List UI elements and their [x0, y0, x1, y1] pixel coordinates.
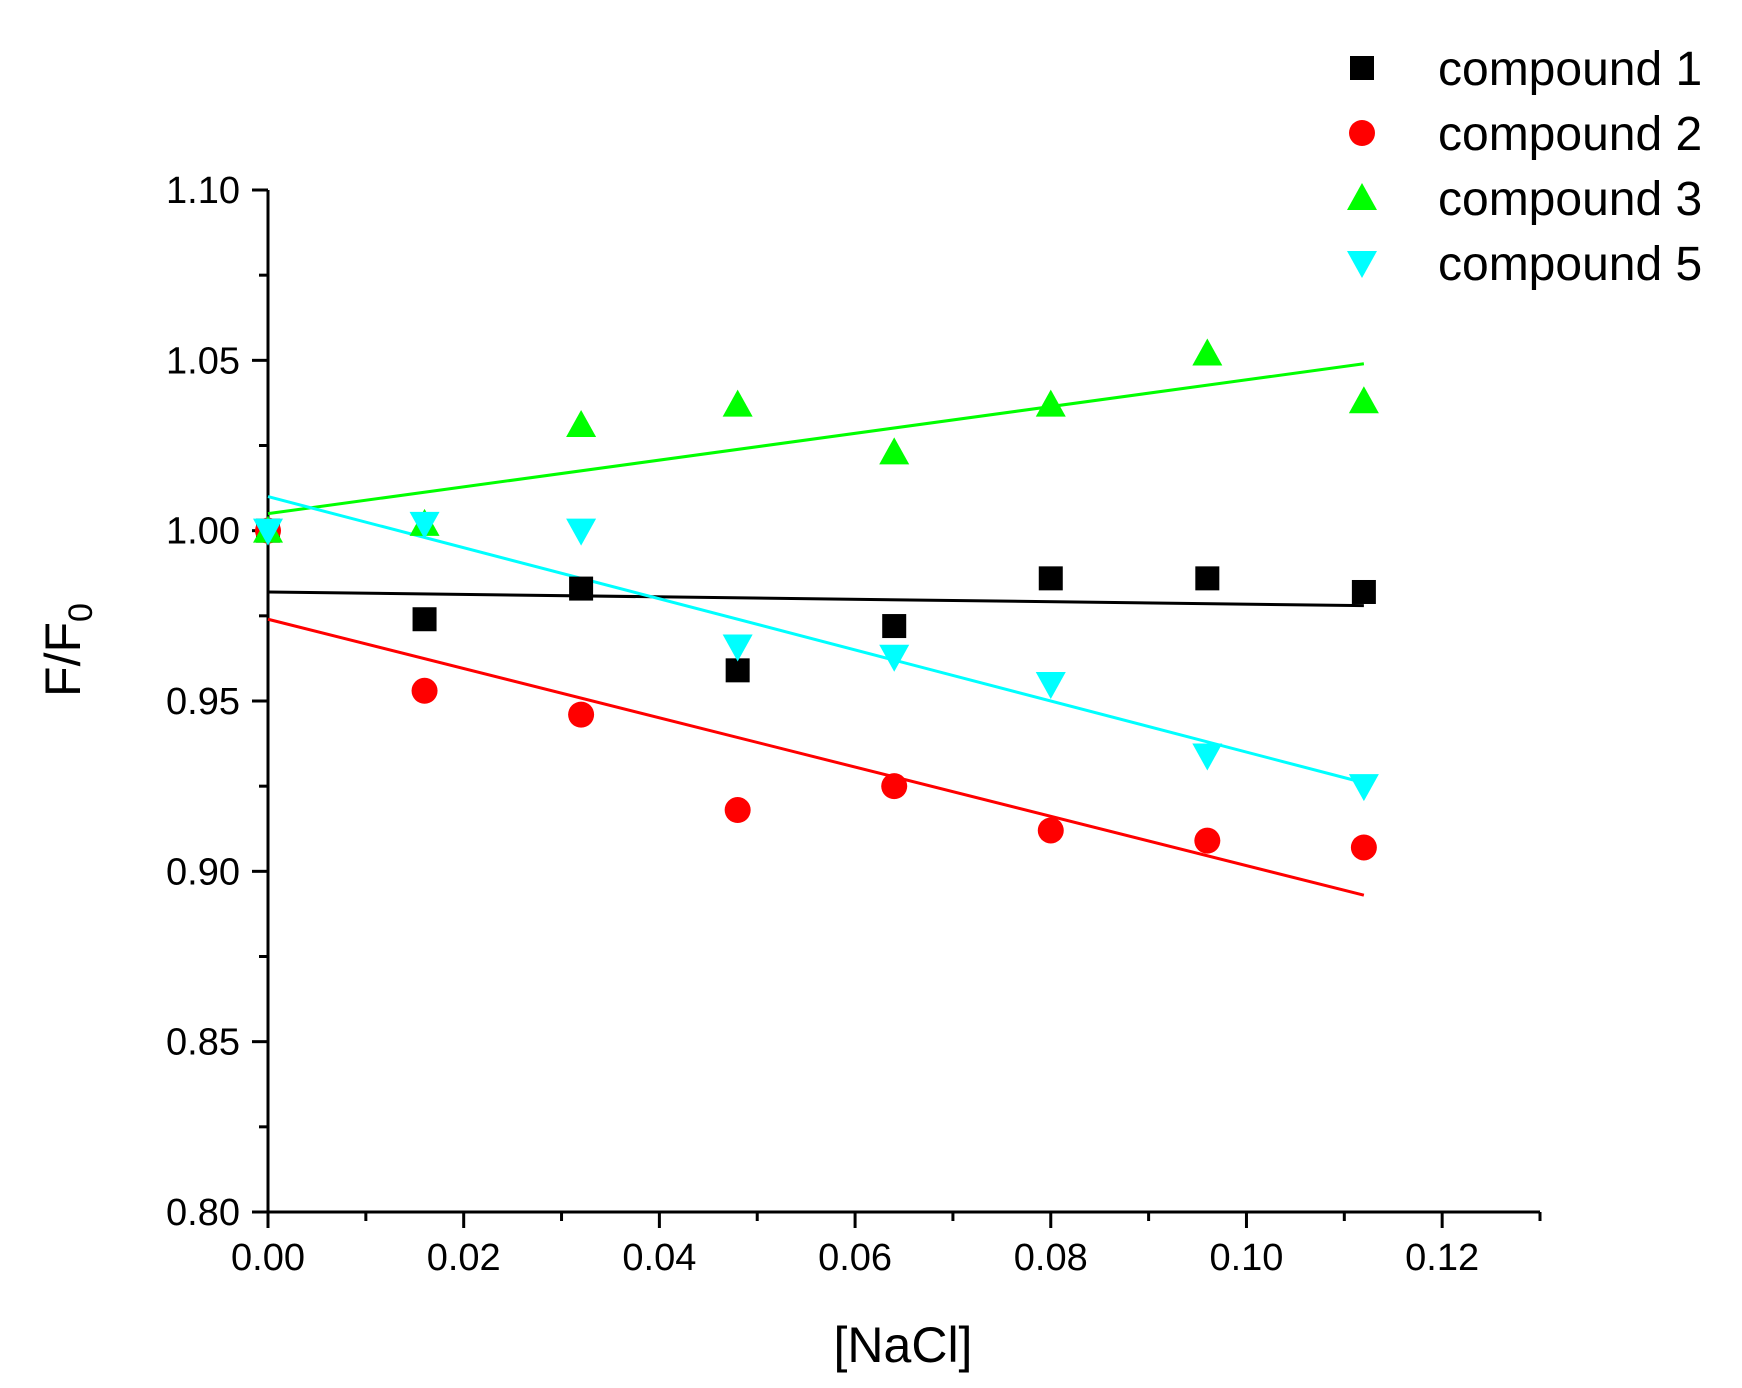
compound-3-point: [722, 389, 753, 417]
compound-3-point: [1035, 389, 1066, 417]
compound-1-point: [882, 614, 907, 639]
y-tick-label: 0.90: [166, 851, 240, 893]
y-axis-title: F/F0: [35, 603, 100, 697]
compound-2-point: [881, 773, 908, 800]
compound-5-point: [1192, 743, 1223, 771]
y-axis-title-subscript: 0: [62, 603, 100, 622]
compound-1-point: [569, 576, 594, 601]
x-tick-label: 0.06: [818, 1237, 892, 1279]
x-tick-label: 0.00: [231, 1237, 305, 1279]
compound-5-point: [879, 644, 910, 672]
axes: 0.00 0.02 0.04 0.06 0.08 0.10 0.12 0.80 0.85 0.90…: [166, 170, 1542, 1279]
compound-3-point: [1348, 386, 1379, 414]
x-tick-label: 0.08: [1014, 1237, 1088, 1279]
fit-lines: [267, 362, 1365, 897]
compound-5-point: [253, 518, 283, 546]
x-tick-label: 0.04: [622, 1237, 696, 1279]
compound-2-point: [1194, 827, 1221, 854]
compound-1-point: [1351, 579, 1376, 604]
compound-1-point: [1195, 566, 1220, 591]
compound-1-point: [1038, 566, 1063, 591]
compound-5-fit-line: [267, 495, 1365, 785]
data-points: [253, 338, 1379, 861]
x-tick-label: 0.10: [1209, 1237, 1283, 1279]
legend-marker-compound-1: [1350, 56, 1374, 80]
compound-1-point: [725, 658, 750, 683]
compound-3-point: [566, 410, 597, 438]
compound-2-point: [568, 701, 595, 728]
y-axis-title-main: F/F: [35, 622, 91, 697]
compound-5-point: [1348, 774, 1379, 802]
legend-label-compound-2: compound 2: [1438, 108, 1702, 161]
compound-2-point: [1037, 817, 1064, 844]
x-axis-title: [NaCl]: [834, 1317, 973, 1373]
legend-label-compound-3: compound 3: [1438, 173, 1702, 226]
compound-3-point: [879, 437, 910, 465]
y-tick-label: 0.85: [166, 1022, 240, 1064]
compound-3-point: [1192, 338, 1223, 366]
compound-2-fit-line: [267, 617, 1365, 897]
compound-2-point: [1350, 834, 1377, 861]
x-tick-label: 0.12: [1405, 1237, 1479, 1279]
compound-3-fit-line: [267, 362, 1365, 516]
compound-1-point: [412, 607, 437, 632]
compound-1-fit-line: [267, 590, 1364, 608]
y-tick-label: 1.00: [166, 511, 240, 553]
compound-5-point: [1035, 671, 1066, 699]
legend-label-compound-5: compound 5: [1438, 238, 1702, 291]
legend-marker-compound-3: [1347, 183, 1377, 210]
legend-marker-compound-2: [1349, 120, 1375, 146]
compound-2-point: [411, 677, 438, 704]
x-tick-label: 0.02: [427, 1237, 501, 1279]
y-tick-label: 0.95: [166, 681, 240, 723]
legend-label-compound-1: compound 1: [1438, 43, 1702, 96]
legend: compound 1 compound 2 compound 3 compound 5: [1347, 43, 1702, 291]
compound-5-point: [722, 634, 753, 662]
y-tick-label: 0.80: [166, 1192, 240, 1234]
compound-2-point: [724, 797, 751, 824]
compound-5-point: [409, 511, 440, 539]
y-tick-label: 1.05: [166, 340, 240, 382]
legend-marker-compound-5: [1347, 251, 1377, 278]
compound-5-point: [566, 518, 597, 546]
y-tick-label: 1.10: [166, 170, 240, 212]
